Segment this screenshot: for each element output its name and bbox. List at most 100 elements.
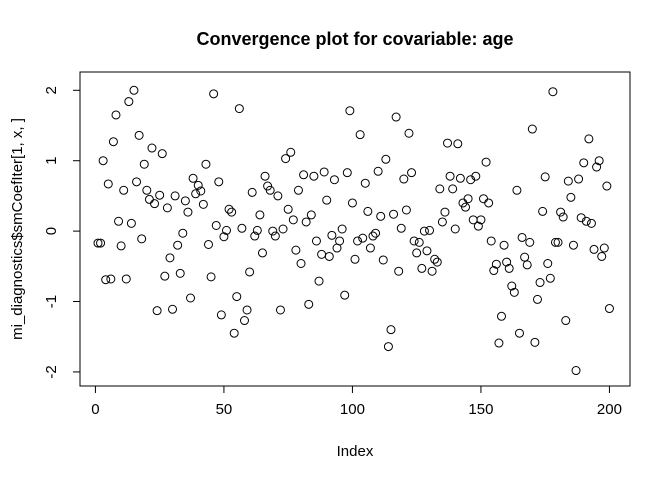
point: [250, 231, 260, 241]
point: [340, 290, 350, 300]
point: [437, 217, 447, 227]
point: [486, 236, 496, 246]
point: [401, 205, 411, 215]
y-tick-label: 2: [43, 86, 60, 94]
point: [527, 124, 537, 134]
point: [170, 191, 180, 201]
point: [152, 306, 162, 316]
point: [314, 276, 324, 286]
point: [571, 366, 581, 376]
point: [376, 211, 386, 221]
point: [473, 221, 483, 231]
point: [566, 192, 576, 202]
point: [142, 185, 152, 195]
point: [540, 172, 550, 182]
point: [574, 174, 584, 184]
point: [461, 202, 471, 212]
point: [214, 177, 224, 187]
point: [407, 168, 417, 178]
point: [129, 85, 139, 95]
point: [422, 246, 432, 256]
point: [191, 189, 201, 199]
point: [584, 134, 594, 144]
point: [296, 258, 306, 268]
point: [327, 230, 337, 240]
point: [322, 195, 332, 205]
point: [103, 179, 113, 189]
point: [283, 204, 293, 214]
point: [594, 156, 604, 166]
point: [378, 255, 388, 265]
point: [409, 236, 419, 246]
point: [345, 106, 355, 116]
point: [198, 199, 208, 209]
point: [558, 212, 568, 222]
point: [350, 254, 360, 264]
point: [168, 304, 178, 314]
point: [124, 97, 134, 107]
point: [589, 244, 599, 254]
point: [371, 228, 381, 238]
point: [453, 139, 463, 149]
point: [368, 231, 378, 241]
point: [183, 207, 193, 217]
point: [139, 159, 149, 169]
point: [427, 266, 437, 276]
point: [126, 218, 136, 228]
point: [108, 137, 118, 147]
point: [204, 239, 214, 249]
point: [273, 191, 283, 201]
point: [489, 266, 499, 276]
y-axis-label: mi_diagnostics$smCoefIter[1, x, ]: [9, 118, 26, 340]
point: [232, 292, 242, 302]
y-tick-label: -1: [43, 295, 60, 308]
point: [568, 240, 578, 250]
point: [581, 216, 591, 226]
point: [563, 176, 573, 186]
point: [522, 260, 532, 270]
point: [507, 281, 517, 291]
point: [430, 254, 440, 264]
point: [101, 275, 111, 285]
point: [278, 224, 288, 234]
point: [386, 325, 396, 335]
point: [445, 171, 455, 181]
point: [353, 236, 363, 246]
x-tick-label: 200: [597, 401, 622, 418]
point: [211, 220, 221, 230]
point: [265, 185, 275, 195]
point: [119, 185, 129, 195]
point: [502, 257, 512, 267]
point: [275, 305, 285, 315]
point: [206, 272, 216, 282]
point: [299, 170, 309, 180]
point: [412, 248, 422, 258]
point: [201, 159, 211, 169]
point: [479, 194, 489, 204]
point: [306, 210, 316, 220]
point: [543, 258, 553, 268]
point: [383, 342, 393, 352]
point: [98, 156, 108, 166]
point: [484, 198, 494, 208]
point: [137, 234, 147, 244]
point: [417, 263, 427, 273]
point: [229, 328, 239, 338]
point: [535, 278, 545, 288]
point: [114, 216, 124, 226]
point: [311, 236, 321, 246]
point: [365, 243, 375, 253]
point: [260, 171, 270, 181]
point: [494, 338, 504, 348]
point: [293, 185, 303, 195]
point: [173, 240, 183, 250]
point: [347, 198, 357, 208]
point: [121, 274, 131, 284]
point: [496, 311, 506, 321]
point: [309, 171, 319, 181]
point: [93, 238, 103, 248]
point: [443, 138, 453, 148]
point: [553, 237, 563, 247]
point: [150, 199, 160, 209]
point: [391, 112, 401, 122]
